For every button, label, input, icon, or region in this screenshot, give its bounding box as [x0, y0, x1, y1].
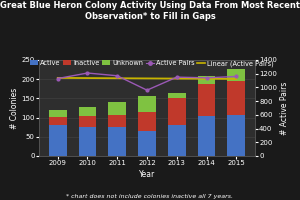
Bar: [79, 116, 96, 127]
Linear (Active Pairs): [219, 78, 223, 80]
Bar: [227, 81, 245, 115]
Active Pairs: [145, 89, 149, 91]
Linear (Active Pairs): [63, 77, 67, 79]
Bar: [79, 107, 96, 116]
Linear (Active Pairs): [235, 78, 238, 80]
Bar: [138, 112, 156, 131]
Bar: [168, 125, 186, 156]
Bar: [198, 76, 215, 84]
Active Pairs: [116, 75, 119, 77]
Y-axis label: # Active Pairs: # Active Pairs: [280, 81, 289, 135]
Bar: [168, 98, 186, 125]
Linear (Active Pairs): [56, 77, 59, 79]
Bar: [168, 93, 186, 98]
Text: Great Blue Heron Colony Activity Using Data From Most Recent
Observation* to Fil: Great Blue Heron Colony Activity Using D…: [0, 1, 300, 21]
Bar: [49, 117, 67, 125]
Bar: [198, 116, 215, 156]
Active Pairs: [205, 77, 208, 79]
Active Pairs: [86, 72, 89, 74]
Active Pairs: [175, 76, 178, 78]
Bar: [198, 84, 215, 116]
Bar: [108, 102, 126, 115]
Linear (Active Pairs): [89, 77, 93, 79]
Bar: [49, 125, 67, 156]
Bar: [49, 110, 67, 117]
Linear (Active Pairs): [226, 78, 229, 80]
Bar: [108, 127, 126, 156]
Bar: [138, 96, 156, 112]
Bar: [138, 131, 156, 156]
Bar: [79, 127, 96, 156]
Active Pairs: [235, 75, 238, 78]
Legend: Active, Inactive, Unknown, Active Pairs, Linear (Active Pairs): Active, Inactive, Unknown, Active Pairs,…: [27, 57, 277, 69]
Bar: [227, 69, 245, 81]
Active Pairs: [56, 77, 59, 80]
Y-axis label: # Colonies: # Colonies: [10, 87, 19, 129]
Bar: [108, 115, 126, 127]
Linear (Active Pairs): [67, 77, 70, 79]
Line: Linear (Active Pairs): Linear (Active Pairs): [58, 78, 236, 79]
Text: * chart does not include colonies inactive all 7 years.: * chart does not include colonies inacti…: [67, 194, 233, 199]
Bar: [227, 115, 245, 156]
X-axis label: Year: Year: [139, 170, 155, 179]
Line: Active Pairs: Active Pairs: [56, 72, 238, 92]
Linear (Active Pairs): [103, 77, 107, 79]
